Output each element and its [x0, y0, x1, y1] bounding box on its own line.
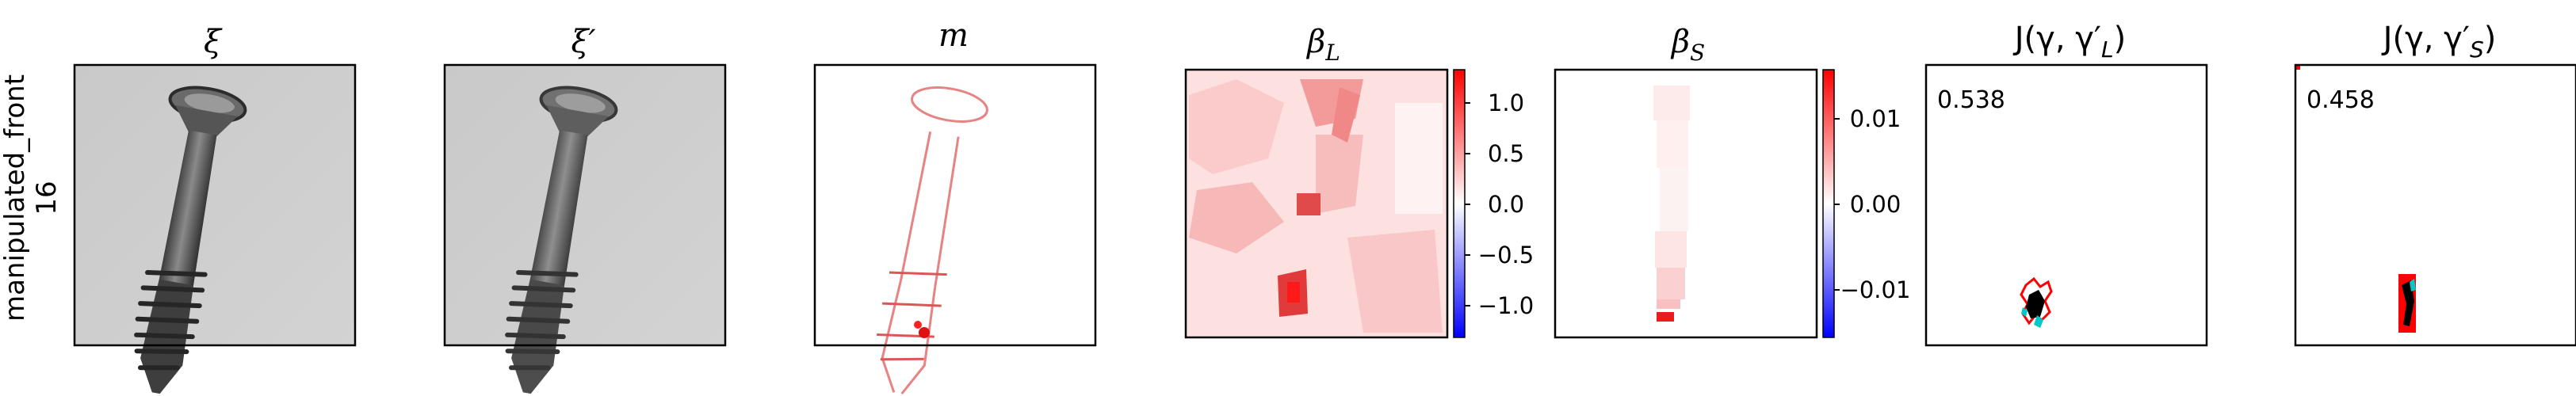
colorbar-tick-beta-l-3: 0.0	[1488, 191, 1524, 218]
score-j-s: 0.458	[2307, 86, 2375, 114]
row-label-line1: manipulated_front	[0, 74, 31, 322]
difference-hotspot-m-2	[914, 321, 922, 329]
overlay-area-j-s	[2295, 65, 2576, 345]
heatmap-regions-beta-s	[1653, 86, 1690, 322]
frame-xi-prime	[443, 63, 727, 347]
score-j-l: 0.538	[1937, 86, 2005, 114]
panel-title-j-l: J(γ, γ′L)	[2012, 21, 2126, 63]
colorbar-ticks-beta-l: 1.0 0.5 0.0 −0.5 −1.0	[1465, 89, 1534, 319]
overlay-area-j-l	[1926, 65, 2207, 345]
overlay-masks-j-s	[2295, 65, 2416, 333]
panel-xi: ξ	[73, 24, 357, 396]
frame-beta-s	[1554, 68, 1818, 339]
difference-outline-m	[877, 86, 988, 395]
panel-m: m	[813, 17, 1097, 395]
panel-title-xi-prime: ξ′	[571, 24, 595, 60]
colorbar-beta-s	[1822, 69, 1835, 338]
difference-hotspot-m	[919, 327, 930, 338]
panel-j-l: J(γ, γ′L) 0.538	[1924, 21, 2208, 347]
colorbar-tick-beta-s-3: −0.01	[1840, 276, 1911, 303]
panel-beta-s: βS 0.01 0.00 −0.01	[1554, 24, 1910, 339]
frame-beta-l	[1184, 68, 1449, 339]
colorbar-beta-l	[1453, 69, 1466, 338]
panel-title-xi: ξ	[204, 24, 223, 60]
panel-title-m: m	[938, 17, 969, 54]
frame-j-l	[1924, 63, 2208, 347]
overlay-masks-j-l	[2020, 276, 2053, 328]
panel-xi-prime: ξ′	[443, 24, 727, 396]
row-label: manipulated_front 16	[0, 74, 63, 322]
frame-j-s	[2294, 63, 2576, 347]
colorbar-tick-beta-l-1: 1.0	[1488, 89, 1524, 116]
colorbar-tick-beta-s-2: 0.00	[1850, 191, 1901, 218]
frame-m	[813, 63, 1097, 347]
panel-title-beta-s: βS	[1670, 24, 1705, 66]
colorbar-tick-beta-l-2: 0.5	[1488, 140, 1524, 167]
image-m-background	[815, 65, 1095, 345]
panel-title-beta-l: βL	[1305, 24, 1340, 66]
panel-beta-l: βL 1.0 0.5 0.0 −0.5 −1.0	[1184, 24, 1534, 339]
panel-j-s: J(γ, γ′S) 0.458	[2294, 21, 2576, 347]
heatmap-regions-beta-l	[1189, 79, 1443, 333]
colorbar-tick-beta-l-5: −1.0	[1478, 292, 1534, 319]
colorbar-tick-beta-s-1: 0.01	[1850, 105, 1901, 132]
colorbar-ticks-beta-s: 0.01 0.00 −0.01	[1834, 105, 1910, 303]
row-label-line2: 16	[31, 181, 63, 215]
panel-title-j-s: J(γ, γ′S)	[2381, 21, 2497, 63]
colorbar-tick-beta-l-4: −0.5	[1478, 242, 1534, 268]
frame-xi	[73, 63, 357, 347]
